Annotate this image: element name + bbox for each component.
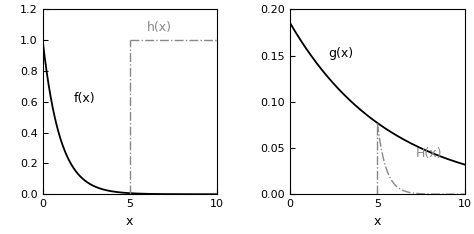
Text: h(x): h(x) — [147, 21, 172, 34]
X-axis label: x: x — [126, 215, 134, 228]
Text: H(x): H(x) — [416, 147, 442, 160]
Text: f(x): f(x) — [74, 91, 96, 105]
Text: g(x): g(x) — [328, 47, 354, 60]
X-axis label: x: x — [374, 215, 381, 228]
